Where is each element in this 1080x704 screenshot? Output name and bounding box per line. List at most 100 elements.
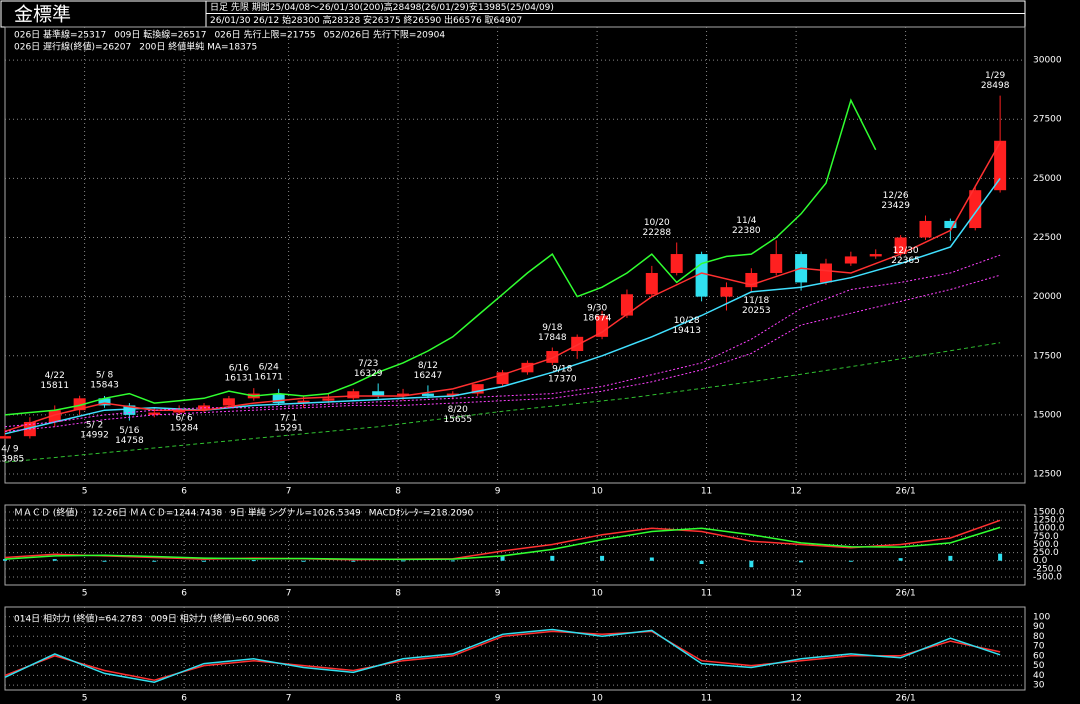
oscillator-bar	[699, 560, 704, 565]
series-line	[4, 519, 1001, 561]
x-tick-label: 12	[790, 694, 801, 704]
x-tick-label: 6	[181, 487, 187, 497]
annotation-value: 15284	[170, 424, 199, 434]
annotation-date: 6/ 6	[175, 414, 193, 424]
annotation-value: 14758	[115, 436, 144, 446]
annotation-value: 22380	[732, 226, 761, 236]
candle-body	[645, 272, 658, 295]
y-tick-label: 750.0	[1033, 532, 1059, 542]
oscillator-bar	[600, 555, 605, 561]
y-tick-label: 27500	[1033, 115, 1062, 125]
y-tick-label: 20000	[1033, 292, 1062, 302]
y-tick-label: 0.0	[1033, 556, 1048, 566]
candle-body	[869, 254, 882, 257]
candle-body	[173, 410, 186, 413]
candle-body	[322, 398, 335, 401]
info-line: 26/01/30 26/12 始28300 高28328 安26375 終265…	[210, 14, 522, 26]
annotation-value: 22365	[891, 256, 920, 266]
candle-body	[770, 254, 783, 273]
candle-body	[596, 315, 609, 337]
annotation-date: 8/20	[448, 405, 468, 415]
x-tick-label: 11	[701, 589, 712, 599]
x-tick-label: 7	[286, 694, 292, 704]
x-tick-label: 9	[495, 694, 501, 704]
y-tick-label: 50	[1033, 661, 1045, 671]
y-tick-label: 250.0	[1033, 548, 1059, 558]
y-tick-label: 12500	[1033, 470, 1062, 480]
candle-body	[969, 190, 982, 229]
series-line	[4, 142, 1001, 433]
annotation-date: 4/22	[45, 371, 65, 381]
y-tick-label: -500.0	[1033, 573, 1062, 583]
candle-body	[222, 398, 235, 406]
annotation-value: 15291	[274, 424, 303, 434]
annotation-date: 9/30	[587, 303, 607, 313]
annotation-date: 1/29	[985, 71, 1005, 81]
y-tick-label: 100	[1033, 612, 1050, 622]
annotation-value: 18674	[583, 313, 612, 323]
annotation-value: 23429	[881, 201, 910, 211]
annotation-date: 9/18	[552, 364, 572, 374]
candle-body	[272, 393, 285, 404]
legend-entry: 026日 基準線=25317	[14, 29, 106, 41]
series-line	[4, 342, 1001, 463]
candle-body	[670, 254, 683, 273]
annotation-value: 15811	[40, 381, 69, 391]
y-tick-label: 40	[1033, 671, 1045, 681]
info-line: 日足 先限 期間25/04/08〜26/01/30(200)高28498(26/…	[210, 1, 554, 13]
oscillator-bar	[749, 560, 754, 568]
y-tick-label: 30	[1033, 681, 1045, 691]
y-tick-label: -250.0	[1033, 564, 1062, 574]
annotation-date: 6/24	[259, 363, 279, 373]
legend-entry: 9日 単純 シグナル=1026.5349	[230, 507, 361, 519]
oscillator-bar	[301, 560, 306, 562]
legend-entry: 009日 相対力 (終値)=60.9068	[151, 613, 280, 625]
oscillator-bar	[351, 560, 356, 562]
y-tick-label: 500.0	[1033, 540, 1059, 550]
plot-frame	[4, 504, 1026, 586]
annotation-date: 9/18	[542, 323, 562, 333]
annotation-value: 15843	[90, 380, 119, 390]
candle-body	[148, 412, 161, 415]
oscillator-bar	[52, 559, 57, 561]
x-tick-label: 12	[790, 589, 801, 599]
y-tick-label: 1500.0	[1033, 507, 1065, 517]
x-tick-label: 26/1	[895, 589, 915, 599]
oscillator-bar	[152, 560, 157, 562]
annotation-date: 11/18	[743, 296, 769, 306]
oscillator-bar	[102, 560, 107, 562]
legend-entry: MACDｵｼﾚｰﾀｰ=218.2090	[369, 508, 474, 519]
oscillator-bar	[998, 553, 1003, 561]
candle-body	[720, 287, 733, 297]
x-tick-label: 5	[82, 694, 88, 704]
annotation-date: 5/ 2	[86, 421, 103, 431]
annotation-value: 28498	[981, 81, 1010, 91]
x-tick-label: 5	[82, 589, 88, 599]
x-tick-label: 7	[286, 487, 292, 497]
y-tick-label: 80	[1033, 632, 1045, 642]
series-line	[4, 98, 877, 416]
x-tick-label: 26/1	[895, 694, 915, 704]
candle-body	[48, 410, 61, 422]
candle-body	[546, 351, 559, 363]
x-tick-label: 6	[181, 694, 187, 704]
candle-body	[496, 372, 509, 385]
annotation-value: 20253	[742, 306, 771, 316]
x-tick-label: 11	[701, 487, 712, 497]
y-tick-label: 25000	[1033, 174, 1062, 184]
legend-entry: 009日 転換線=26517	[114, 29, 206, 41]
x-tick-label: 8	[395, 589, 401, 599]
oscillator-bar	[3, 559, 7, 561]
candle-body	[521, 362, 534, 373]
x-tick-label: 11	[701, 694, 712, 704]
x-tick-label: 5	[82, 487, 88, 497]
annotation-value: 16329	[354, 369, 383, 379]
annotation-date: 6/16	[229, 364, 249, 374]
candle-body	[421, 393, 434, 396]
annotation-value: 17848	[538, 333, 567, 343]
candle-body	[73, 398, 86, 411]
annotation-value: 13985	[0, 454, 24, 464]
